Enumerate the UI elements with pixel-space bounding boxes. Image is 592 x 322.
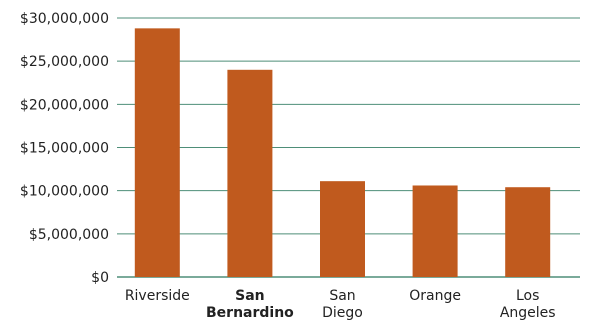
bar — [505, 187, 551, 277]
x-tick-label: Orange — [409, 288, 461, 304]
y-tick-label: $10,000,000 — [20, 184, 109, 200]
bar — [320, 181, 365, 277]
x-tick-label: San — [235, 288, 265, 304]
bar — [227, 69, 273, 277]
bar — [412, 185, 458, 277]
x-tick-label: San — [329, 288, 355, 304]
y-tick-label: $15,000,000 — [20, 141, 109, 157]
x-tick-label: Bernardino — [206, 305, 294, 321]
y-tick-label: $30,000,000 — [20, 11, 109, 27]
x-tick-label: Diego — [322, 305, 363, 321]
y-tick-label: $0 — [91, 270, 109, 286]
x-tick-label: Los — [516, 288, 539, 304]
x-tick-label: Angeles — [500, 305, 556, 321]
bar — [134, 28, 180, 277]
y-tick-label: $20,000,000 — [20, 97, 109, 113]
y-tick-label: $5,000,000 — [29, 227, 109, 243]
x-tick-label: Riverside — [125, 288, 190, 304]
y-tick-label: $25,000,000 — [20, 54, 109, 70]
